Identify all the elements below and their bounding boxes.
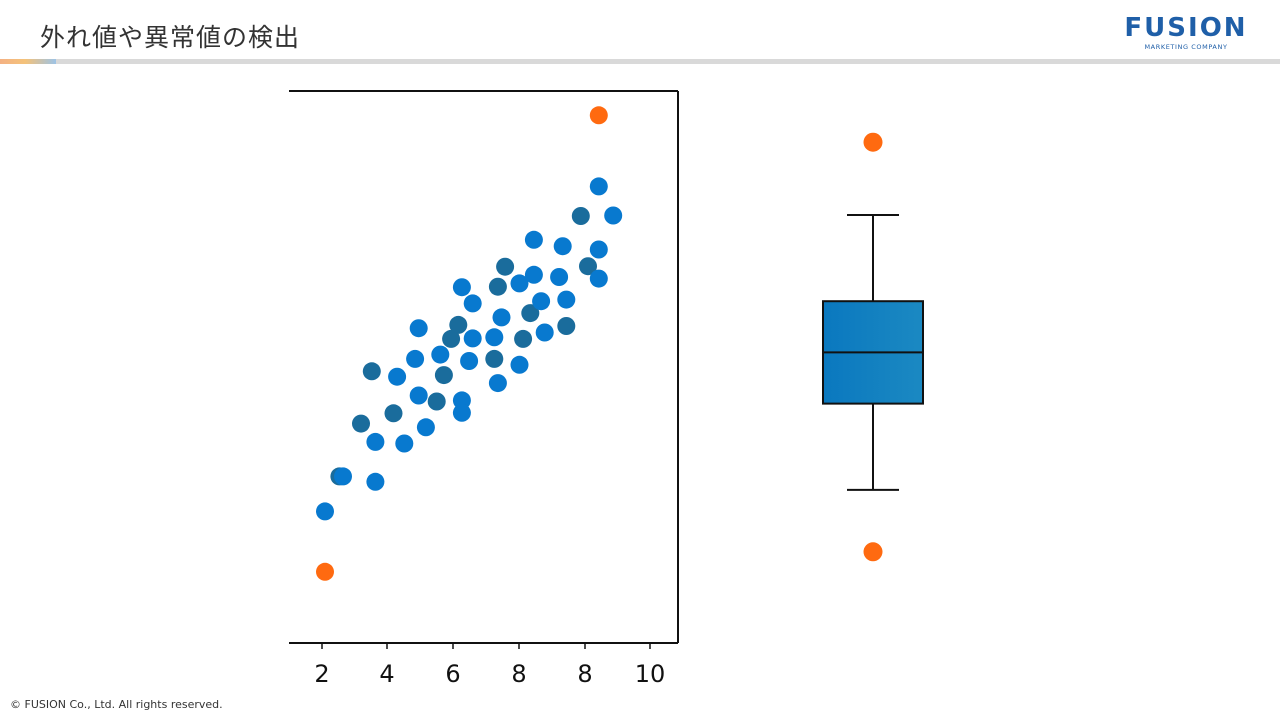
scatter-point <box>452 403 471 422</box>
scatter-point <box>589 177 608 196</box>
scatter-point <box>409 319 428 338</box>
scatter-point <box>316 502 334 521</box>
header-accent-bar <box>0 59 56 64</box>
scatter-point <box>510 355 529 374</box>
scatter-point <box>496 257 515 276</box>
scatter-point <box>452 278 471 297</box>
x-tick-label: 10 <box>635 660 666 688</box>
scatter-point <box>524 230 543 249</box>
scatter-point <box>463 329 482 348</box>
scatter-point <box>384 404 403 423</box>
scatter-point <box>485 328 504 347</box>
scatter-outlier-point <box>316 562 334 581</box>
x-tick-label: 6 <box>445 660 460 688</box>
header-divider <box>0 59 1280 64</box>
scatter-point <box>510 274 529 293</box>
scatter-point <box>485 349 504 368</box>
scatter-point <box>431 345 450 364</box>
scatter-point <box>409 386 428 405</box>
scatter-point <box>579 257 597 276</box>
scatter-point <box>571 207 590 225</box>
scatter-outlier-point <box>589 106 608 125</box>
scatter-point <box>452 391 471 410</box>
scatter-point <box>604 206 623 225</box>
scatter-point <box>352 414 370 433</box>
scatter-point <box>550 268 569 286</box>
logo-tagline: MARKETING COMPANY <box>1144 43 1228 51</box>
box-outlier-point <box>863 542 883 562</box>
slide-title: 外れ値や異常値の検出 <box>40 23 301 52</box>
scatter-point <box>557 317 576 335</box>
scatter-point <box>521 304 540 323</box>
scatter-point <box>535 323 554 342</box>
x-tick-label: 2 <box>314 660 329 688</box>
scatter-point <box>553 237 572 256</box>
scatter-point <box>589 240 608 259</box>
x-tick-label: 4 <box>379 660 394 688</box>
scatter-point <box>366 472 385 491</box>
x-tick-label: 8 <box>577 660 592 688</box>
company-logo: FUSION MARKETING COMPANY <box>1120 14 1252 51</box>
scatter-point <box>334 467 352 486</box>
scatter-point <box>488 374 507 393</box>
box-plot <box>822 132 924 562</box>
scatter-point <box>442 329 461 348</box>
scatter-point <box>524 265 543 284</box>
scatter-point <box>532 292 551 311</box>
scatter-point <box>492 308 511 327</box>
scatter-point <box>449 315 468 334</box>
scatter-point <box>434 366 453 385</box>
scatter-point <box>395 434 414 453</box>
scatter-point <box>557 290 576 309</box>
scatter-point <box>514 329 533 348</box>
scatter-point <box>460 352 479 370</box>
scatter-point <box>589 269 608 288</box>
scatter-point <box>488 277 507 296</box>
logo-wordmark: FUSION <box>1124 13 1248 43</box>
scatter-point <box>388 367 407 386</box>
scatter-point <box>362 362 381 381</box>
box-outlier-point <box>863 132 883 152</box>
scatter-point <box>366 432 385 451</box>
scatter-point <box>427 392 446 411</box>
scatter-point <box>406 349 425 368</box>
x-tick-label: 8 <box>511 660 526 688</box>
scatter-point <box>463 294 482 313</box>
copyright-notice: © FUSION Co., Ltd. All rights reserved. <box>10 698 223 711</box>
scatter-point <box>416 418 435 437</box>
scatter-plot: 2 4 6 8 8 10 <box>289 90 679 688</box>
